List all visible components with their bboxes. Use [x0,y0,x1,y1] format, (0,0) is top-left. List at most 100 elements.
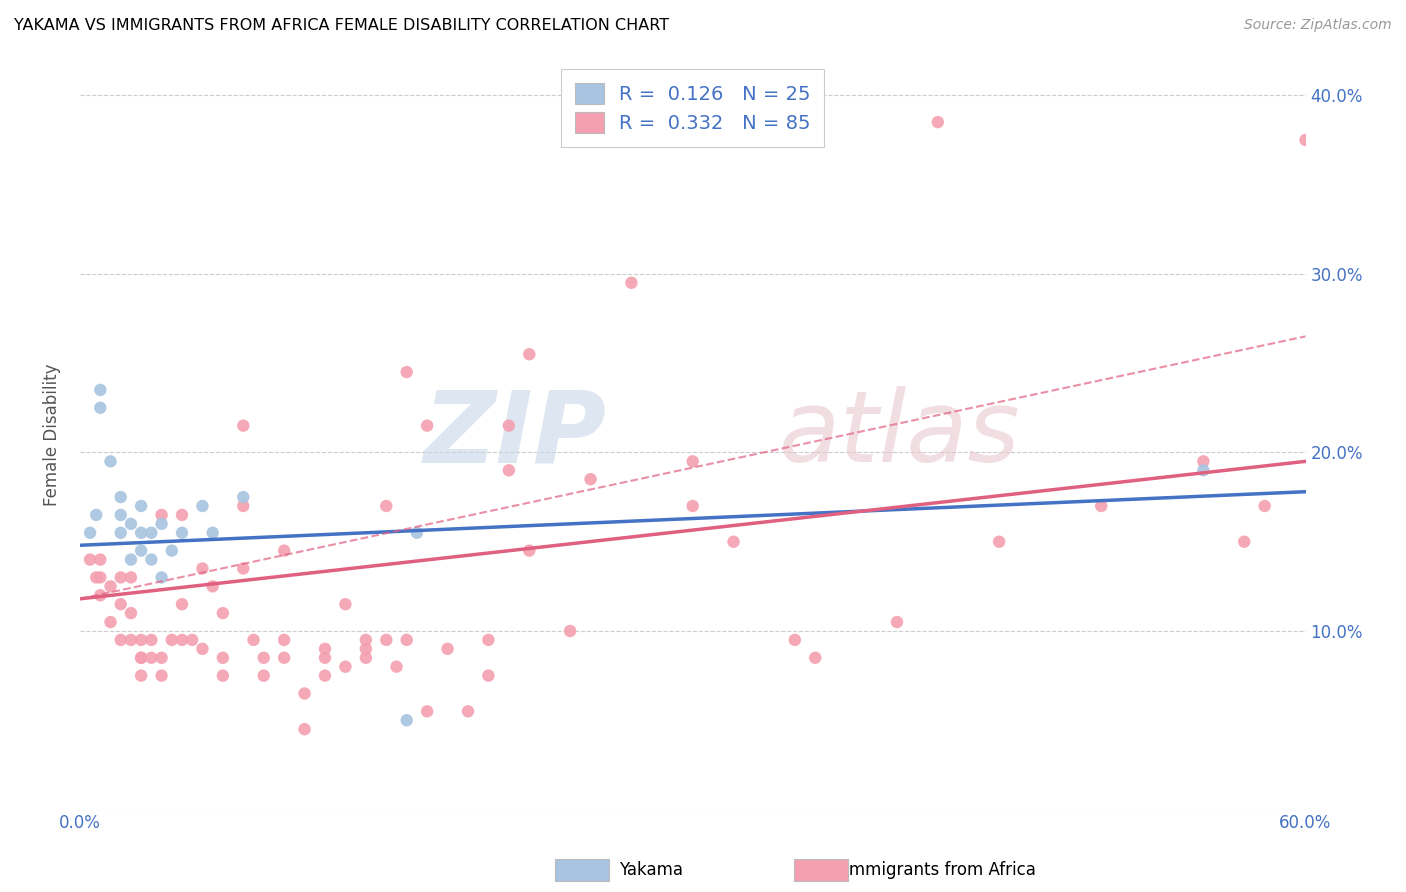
Text: ZIP: ZIP [423,386,607,483]
Point [620,276,643,290]
Point [232,499,254,513]
Point [110,490,132,504]
Point [579,472,602,486]
Point [1315,534,1337,549]
Point [170,632,193,647]
Point [314,668,336,682]
Point [212,606,235,620]
Point [170,508,193,522]
Point [89,401,111,415]
Point [170,597,193,611]
Point [927,115,949,129]
Point [242,632,264,647]
Point [314,650,336,665]
Point [253,650,276,665]
Point [100,615,122,629]
Point [682,454,704,468]
Point [416,418,439,433]
Point [1295,133,1317,147]
Point [191,561,214,575]
Point [110,632,132,647]
Point [150,508,173,522]
Text: Yakama: Yakama [619,861,683,879]
Point [120,606,142,620]
Point [395,713,418,727]
Point [150,668,173,682]
Point [129,525,152,540]
Point [191,499,214,513]
Point [170,525,193,540]
Point [273,632,295,647]
Point [110,597,132,611]
Point [395,365,418,379]
Point [385,659,408,673]
Point [120,552,142,566]
Point [406,525,429,540]
Point [1233,534,1256,549]
Point [129,543,152,558]
Point [436,641,458,656]
Point [335,597,357,611]
Point [354,641,377,656]
Point [416,704,439,718]
Point [273,650,295,665]
Point [354,650,377,665]
Point [100,454,122,468]
Point [273,543,295,558]
Point [89,588,111,602]
Point [150,650,173,665]
Point [294,722,316,736]
Point [886,615,908,629]
Point [395,632,418,647]
Point [79,525,101,540]
Point [498,463,520,477]
Point [498,418,520,433]
Text: Source: ZipAtlas.com: Source: ZipAtlas.com [1244,18,1392,32]
Point [129,650,152,665]
Point [79,552,101,566]
Point [232,490,254,504]
Point [682,499,704,513]
Point [110,525,132,540]
Point [191,641,214,656]
Point [129,632,152,647]
Point [517,543,540,558]
Point [1336,472,1358,486]
Point [354,632,377,647]
Point [141,525,163,540]
Text: atlas: atlas [779,386,1021,483]
Text: Immigrants from Africa: Immigrants from Africa [844,861,1035,879]
Point [84,508,107,522]
Point [89,552,111,566]
Point [120,632,142,647]
Point [723,534,745,549]
Point [1192,463,1215,477]
Point [232,561,254,575]
Point [150,516,173,531]
Point [477,668,499,682]
Point [89,570,111,584]
Point [558,624,581,638]
Point [294,686,316,700]
Point [141,632,163,647]
Point [335,659,357,673]
Point [129,668,152,682]
Point [201,579,224,593]
Point [375,632,398,647]
Point [253,668,276,682]
Point [804,650,827,665]
Point [120,516,142,531]
Text: YAKAMA VS IMMIGRANTS FROM AFRICA FEMALE DISABILITY CORRELATION CHART: YAKAMA VS IMMIGRANTS FROM AFRICA FEMALE … [14,18,669,33]
Point [783,632,806,647]
Y-axis label: Female Disability: Female Disability [44,363,60,506]
Point [89,383,111,397]
Point [201,525,224,540]
Point [129,499,152,513]
Point [1253,499,1275,513]
Point [129,650,152,665]
Point [150,570,173,584]
Point [160,632,183,647]
Point [314,641,336,656]
Point [517,347,540,361]
Point [1090,499,1112,513]
